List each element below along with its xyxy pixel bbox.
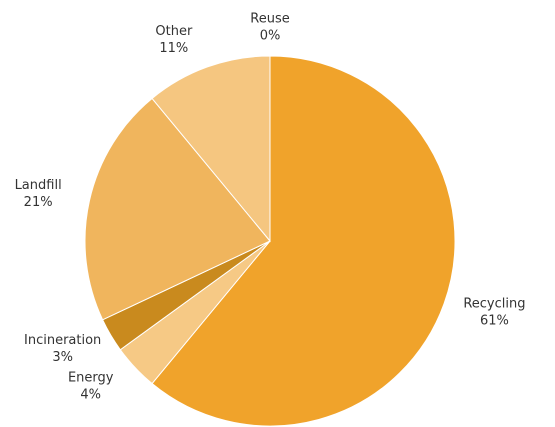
slice-value-label: 0% (260, 29, 281, 44)
slice-value-label: 61% (480, 314, 509, 329)
pie-slice (84, 97, 271, 321)
pie-slice (151, 55, 456, 427)
slice-value-label: 3% (52, 350, 73, 365)
slice-label: Other (155, 24, 193, 39)
slice-value-label: 4% (80, 387, 101, 402)
slice-label: Recycling (463, 297, 525, 312)
slice-label: Landfill (15, 178, 62, 193)
slice-label: Incineration (24, 333, 101, 348)
slice-value-label: 11% (159, 41, 188, 56)
slice-label: Energy (68, 370, 114, 385)
pie-slice (151, 55, 271, 243)
slice-value-label: 21% (24, 195, 53, 210)
slice-label: Reuse (250, 12, 289, 27)
